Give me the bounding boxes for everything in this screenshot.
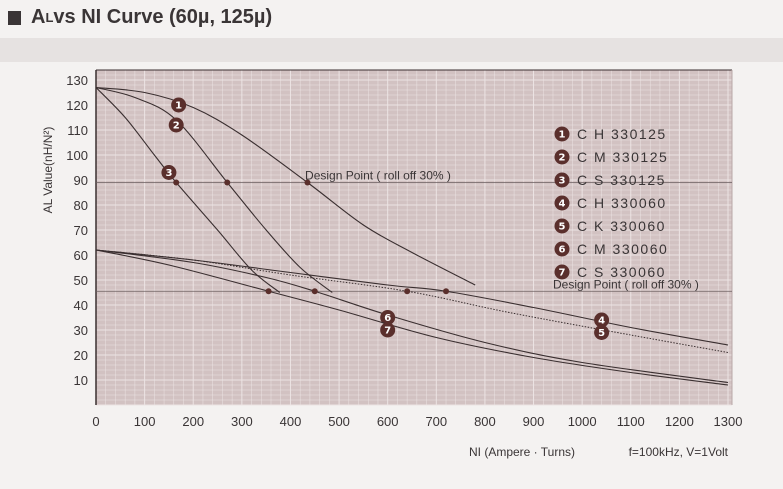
badge-number: 1 xyxy=(175,101,182,112)
badge-circle xyxy=(554,218,570,234)
x-tick-label: 1000 xyxy=(568,414,597,429)
x-tick-label: 600 xyxy=(377,414,399,429)
badge-circle xyxy=(554,172,570,188)
badge-number: 2 xyxy=(173,121,180,132)
title-rest: vs NI Curve (60µ, 125µ) xyxy=(53,6,273,28)
y-tick-label: 60 xyxy=(74,248,88,263)
design-point-marker-4 xyxy=(443,288,450,295)
badge-circle xyxy=(554,149,570,165)
y-tick-label: 120 xyxy=(66,98,88,113)
x-tick-label: 800 xyxy=(474,414,496,429)
badge-circle xyxy=(594,312,610,328)
badge-number: 4 xyxy=(598,316,605,327)
series-badge-5: 5 xyxy=(594,325,610,340)
badge-number: 5 xyxy=(598,328,605,339)
legend-label-4: C H 330060 xyxy=(577,195,667,211)
badge-number: 5 xyxy=(559,222,566,233)
header-band xyxy=(0,38,783,62)
badge-circle xyxy=(161,165,177,180)
badge-circle xyxy=(171,97,187,113)
series-line-6 xyxy=(95,249,729,384)
y-tick-label: 100 xyxy=(66,148,88,163)
design-point-marker-3 xyxy=(173,179,180,186)
design-point-marker-1 xyxy=(304,179,311,186)
legend-label-5: C K 330060 xyxy=(577,218,666,234)
legend-badge-2: 2 xyxy=(554,149,570,165)
title-sub: L xyxy=(45,10,54,25)
legend-label-6: C M 330060 xyxy=(577,241,668,257)
x-tick-label: 1300 xyxy=(714,414,743,429)
legend-badge-4: 4 xyxy=(554,195,570,211)
badge-circle xyxy=(168,117,184,133)
badge-circle xyxy=(380,310,396,325)
x-tick-label: 400 xyxy=(280,414,302,429)
badge-number: 6 xyxy=(559,245,566,256)
series-line-4 xyxy=(95,249,729,346)
legend-label-3: C S 330125 xyxy=(577,172,666,188)
y-tick-label: 40 xyxy=(74,298,88,313)
y-tick-label: 80 xyxy=(74,198,88,213)
design-point-marker-5 xyxy=(404,288,411,295)
badge-circle xyxy=(380,322,396,338)
y-tick-label: 50 xyxy=(74,273,88,288)
badge-circle xyxy=(554,264,570,280)
y-tick-label: 110 xyxy=(67,123,88,138)
title-a: A xyxy=(31,6,46,28)
plot-area xyxy=(96,70,732,405)
x-tick-label: 0 xyxy=(92,414,99,429)
series-badge-6: 6 xyxy=(380,310,396,325)
x-tick-label: 300 xyxy=(231,414,253,429)
legend-badge-5: 5 xyxy=(554,218,570,234)
legend-badge-1: 1 xyxy=(554,126,570,142)
design-point-label: Design Point ( roll off 30% ) xyxy=(305,169,451,183)
series-badge-3: 3 xyxy=(161,165,177,180)
design-point-marker-6 xyxy=(311,288,318,295)
badge-circle xyxy=(594,325,610,340)
x-tick-label: 1200 xyxy=(665,414,694,429)
badge-circle xyxy=(554,126,570,142)
y-tick-label: 70 xyxy=(74,223,88,238)
title-square-icon xyxy=(8,10,21,25)
y-tick-label: 90 xyxy=(74,173,88,188)
x-axis-label: NI (Ampere · Turns) xyxy=(469,445,575,459)
series-badge-2: 2 xyxy=(168,117,184,133)
badge-circle xyxy=(554,241,570,257)
badge-number: 4 xyxy=(559,199,566,210)
design-point-label: Design Point ( roll off 30% ) xyxy=(553,277,699,291)
series-badge-4: 4 xyxy=(594,312,610,328)
x-tick-label: 100 xyxy=(134,414,156,429)
design-point-marker-7 xyxy=(265,288,272,295)
x-tick-label: 500 xyxy=(328,414,350,429)
y-tick-label: 130 xyxy=(66,73,88,88)
series-badge-7: 7 xyxy=(380,322,396,338)
x-tick-label: 900 xyxy=(523,414,545,429)
y-axis-label: AL Value(nH/N²) xyxy=(41,127,55,214)
legend-label-1: C H 330125 xyxy=(577,126,667,142)
x-tick-label: 1100 xyxy=(617,414,645,429)
badge-number: 3 xyxy=(559,176,566,187)
y-tick-label: 30 xyxy=(74,323,88,338)
legend-badge-7: 7 xyxy=(554,264,570,280)
legend-label-7: C S 330060 xyxy=(577,264,666,280)
badge-number: 1 xyxy=(559,130,566,141)
series-line-1 xyxy=(95,86,476,286)
badge-number: 2 xyxy=(559,153,566,164)
series-badge-1: 1 xyxy=(171,97,187,113)
badge-number: 7 xyxy=(384,326,391,337)
design-point-marker-2 xyxy=(224,179,231,186)
x-tick-label: 700 xyxy=(425,414,447,429)
badge-number: 3 xyxy=(165,168,172,179)
legend-badge-3: 3 xyxy=(554,172,570,188)
legend-label-2: C M 330125 xyxy=(577,149,668,165)
badge-circle xyxy=(554,195,570,211)
badge-number: 7 xyxy=(559,268,566,279)
y-tick-label: 10 xyxy=(74,373,88,388)
chart-note: f=100kHz, V=1Volt xyxy=(629,445,729,459)
badge-number: 6 xyxy=(384,313,391,324)
x-tick-label: 200 xyxy=(182,414,204,429)
legend-badge-6: 6 xyxy=(554,241,570,257)
y-tick-label: 20 xyxy=(74,348,88,363)
